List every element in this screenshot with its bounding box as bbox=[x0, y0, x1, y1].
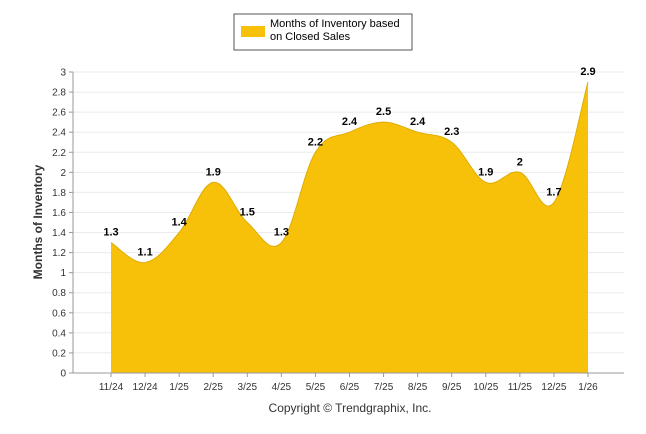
data-label: 1.3 bbox=[103, 227, 118, 239]
x-tick-label: 7/25 bbox=[374, 382, 394, 393]
data-labels: 1.3 1.1 1.4 1.9 1.5 1.3 2.2 2.4 2.5 2.4 2.3 1.9 2 1.7… bbox=[103, 66, 595, 259]
legend: Months of Inventory based on Closed Sale… bbox=[233, 13, 413, 51]
data-label: 2.2 bbox=[308, 136, 323, 148]
x-tick-label: 11/25 bbox=[508, 382, 533, 393]
y-tick-label: 0.2 bbox=[52, 348, 66, 359]
y-tick-label: 1.6 bbox=[52, 208, 66, 219]
x-tick-label: 11/24 bbox=[99, 382, 124, 393]
legend-label-line-1: Months of Inventory based bbox=[270, 18, 400, 30]
data-label: 2.4 bbox=[410, 116, 426, 128]
y-tick-label: 1.4 bbox=[52, 228, 66, 239]
y-tick-label: 0.8 bbox=[52, 288, 66, 299]
x-tick-label: 3/25 bbox=[238, 382, 258, 393]
y-tick-label: 2.8 bbox=[52, 88, 66, 99]
y-axis-title: Months of Inventory bbox=[31, 164, 45, 279]
data-label: 1.7 bbox=[546, 186, 561, 198]
data-label: 1.9 bbox=[206, 166, 221, 178]
x-axis-ticks: 11/24 12/24 1/25 2/25 3/25 4/25 5/25 6/25 7/25 8/… bbox=[99, 373, 598, 393]
y-tick-label: 0.6 bbox=[52, 308, 66, 319]
data-label: 1.9 bbox=[478, 166, 493, 178]
data-label: 2.5 bbox=[376, 106, 391, 118]
y-tick-label: 2.4 bbox=[52, 128, 66, 139]
x-tick-label: 8/25 bbox=[408, 382, 428, 393]
y-tick-label: 2.6 bbox=[52, 108, 66, 119]
y-tick-label: 2.2 bbox=[52, 148, 66, 159]
y-tick-label: 1.8 bbox=[52, 188, 66, 199]
x-tick-label: 1/25 bbox=[169, 382, 189, 393]
x-tick-label: 9/25 bbox=[442, 382, 462, 393]
area-fill bbox=[111, 82, 588, 374]
data-label: 2.9 bbox=[580, 66, 595, 78]
x-tick-label: 12/25 bbox=[541, 382, 566, 393]
x-tick-label: 5/25 bbox=[306, 382, 326, 393]
x-tick-label: 1/26 bbox=[578, 382, 598, 393]
y-tick-label: 1.2 bbox=[52, 248, 66, 259]
y-tick-label: 0.4 bbox=[52, 328, 66, 339]
data-label: 2.4 bbox=[342, 116, 358, 128]
y-tick-label: 0 bbox=[60, 369, 66, 380]
y-axis-ticks: 0 0.2 0.4 0.6 0.8 1 1.2 1.4 1.6 1.8 2 2.2 2.4 2.6 2.8 3 bbox=[52, 68, 73, 380]
x-tick-label: 4/25 bbox=[272, 382, 292, 393]
x-tick-label: 12/24 bbox=[133, 382, 158, 393]
y-tick-label: 3 bbox=[60, 68, 66, 79]
data-label: 1.4 bbox=[171, 217, 187, 229]
area-series bbox=[110, 81, 589, 374]
x-tick-label: 2/25 bbox=[203, 382, 223, 393]
x-tick-label: 6/25 bbox=[340, 382, 360, 393]
data-label: 2.3 bbox=[444, 126, 459, 138]
data-label: 1.1 bbox=[137, 247, 152, 259]
legend-swatch bbox=[241, 26, 265, 37]
data-label: 2 bbox=[517, 156, 523, 168]
data-label: 1.3 bbox=[274, 227, 289, 239]
y-tick-label: 2 bbox=[60, 168, 66, 179]
legend-label-line-2: on Closed Sales bbox=[270, 31, 351, 43]
copyright-footer: Copyright © Trendgraphix, Inc. bbox=[269, 401, 432, 415]
data-label: 1.5 bbox=[240, 207, 255, 219]
area-line bbox=[110, 81, 589, 264]
y-tick-label: 1 bbox=[60, 268, 66, 279]
x-tick-label: 10/25 bbox=[473, 382, 498, 393]
axes bbox=[72, 72, 624, 374]
